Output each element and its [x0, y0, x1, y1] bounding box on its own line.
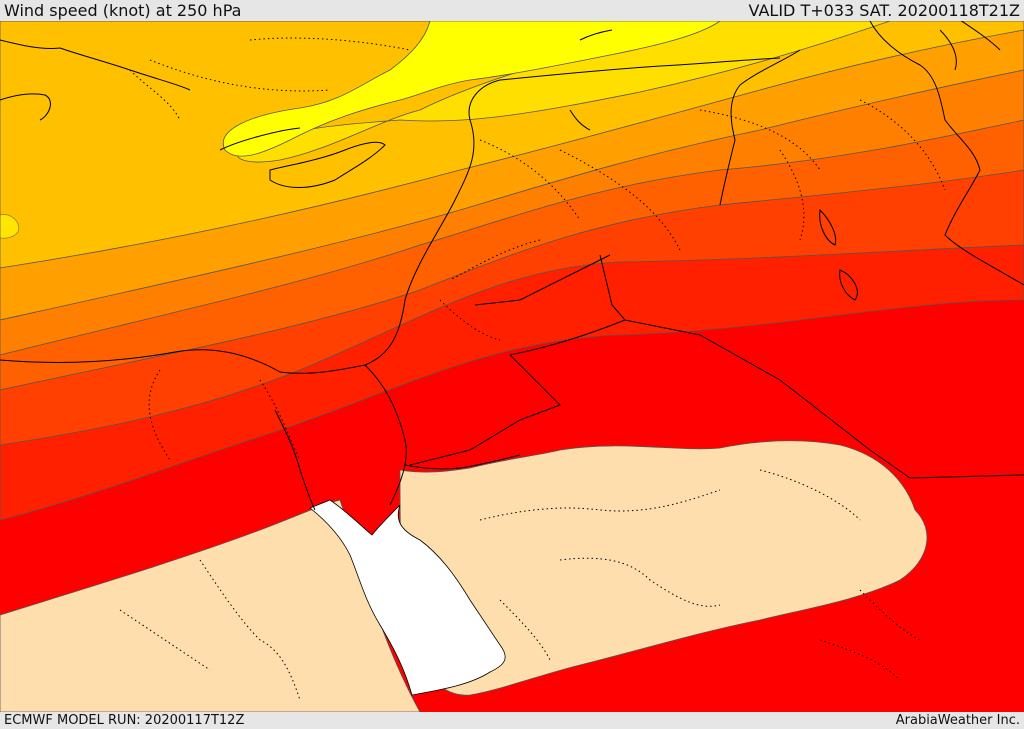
- credit: ArabiaWeather Inc.: [895, 713, 1020, 728]
- calm-area-east: [399, 440, 928, 696]
- wind-speed-map: [0, 21, 1024, 712]
- band-yellow: [222, 21, 721, 157]
- coastlines: [0, 21, 1024, 511]
- map-canvas: [0, 21, 1024, 712]
- map-header: Wind speed (knot) at 250 hPa VALID T+033…: [0, 0, 1024, 21]
- calm-area-west: [0, 499, 421, 712]
- map-footer: ECMWF MODEL RUN: 20200117T12Z ArabiaWeat…: [0, 712, 1024, 729]
- red-sea: [309, 499, 506, 696]
- internal-borders: [119, 37, 946, 701]
- valid-time: VALID T+033 SAT. 20200118T21Z: [748, 1, 1020, 20]
- band-yellow-west: [0, 214, 20, 239]
- model-run: ECMWF MODEL RUN: 20200117T12Z: [4, 713, 245, 728]
- map-title: Wind speed (knot) at 250 hPa: [4, 1, 242, 20]
